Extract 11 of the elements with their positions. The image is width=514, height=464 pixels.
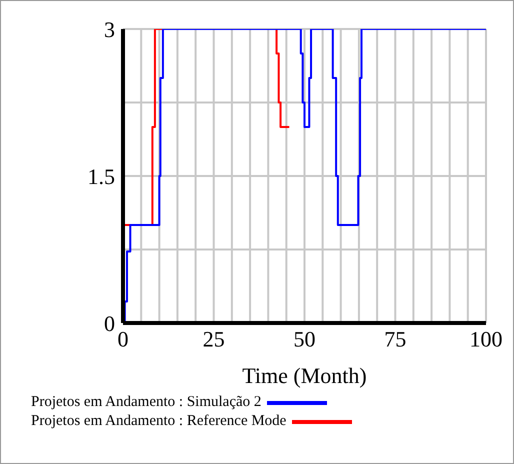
x-tick-label: 50 [294,326,316,352]
line-series [124,29,486,323]
x-tick-label: 25 [202,326,225,352]
legend-label: Projetos em Andamento : Reference Mode [31,413,286,430]
y-tick-label: 1.5 [88,164,115,189]
x-tick-label: 75 [384,326,406,352]
y-tick-label: 3 [104,16,115,42]
x-axis-title: Time (Month) [242,363,367,388]
y-tick-label: 0 [104,310,115,336]
legend-label: Projetos em Andamento : Simulação 2 [31,394,262,411]
x-tick-label: 100 [470,326,502,352]
